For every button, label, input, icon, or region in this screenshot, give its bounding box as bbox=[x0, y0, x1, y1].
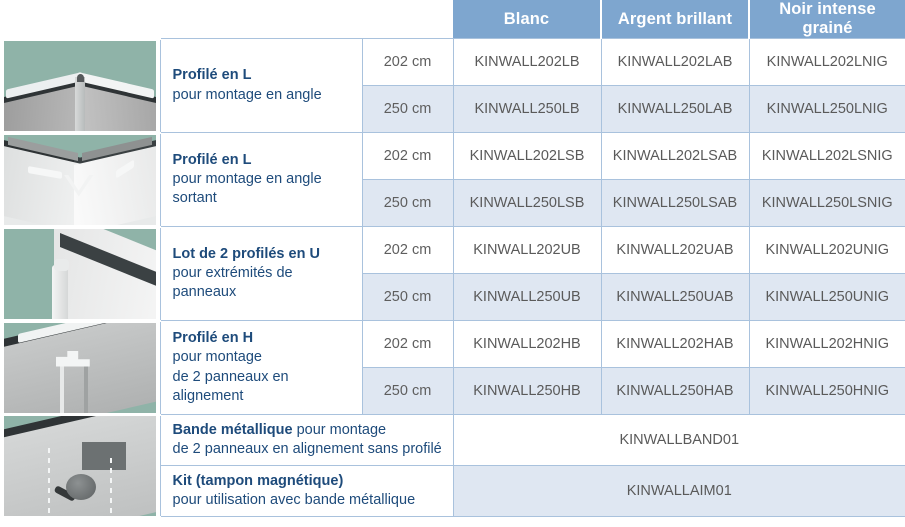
code-cell-argent: KINWALL202LSAB bbox=[601, 132, 750, 180]
product-title: Profilé en L bbox=[172, 151, 252, 168]
profile-l-outer-corner-photo bbox=[3, 134, 156, 225]
accessory-title-bold: Bande métallique bbox=[172, 421, 293, 438]
column-header-blanc: Blanc bbox=[453, 0, 602, 39]
product-title: Profilé en H bbox=[172, 330, 254, 347]
code-cell-argent: KINWALL250LAB bbox=[601, 85, 750, 133]
metallic-band-magnet-photo bbox=[3, 415, 156, 516]
size-cell: 250 cm bbox=[362, 273, 454, 321]
code-cell-blanc: KINWALL202LSB bbox=[453, 132, 602, 180]
product-title: Profilé en L bbox=[172, 67, 252, 84]
code-cell-argent: KINWALL250LSAB bbox=[601, 179, 750, 227]
table-row: Lot de 2 profilés en U pour extrémités d… bbox=[0, 225, 905, 322]
size-cell: 250 cm bbox=[362, 85, 454, 133]
table-row: Profilé en H pour montage de 2 panneaux … bbox=[0, 319, 905, 416]
column-header-argent-brillant: Argent brillant bbox=[601, 0, 750, 39]
size-cell: 202 cm bbox=[362, 38, 454, 86]
accessory-subtitle: pour utilisation avec bande métallique bbox=[172, 492, 416, 508]
product-description-cell: Profilé en H pour montage de 2 panneaux … bbox=[159, 320, 363, 415]
code-cell-blanc: KINWALL202LB bbox=[453, 38, 602, 86]
product-description-cell: Profilé en L pour montage en angle bbox=[159, 38, 363, 133]
accessory-code-cell: KINWALLAIM01 bbox=[453, 465, 905, 517]
code-cell-argent: KINWALL250HAB bbox=[601, 367, 750, 415]
code-cell-blanc: KINWALL250UB bbox=[453, 273, 602, 321]
profile-h-alignment-photo bbox=[3, 322, 156, 413]
header-spacer-image bbox=[0, 0, 160, 39]
product-subtitle-line-2: de 2 panneaux en alignement bbox=[172, 368, 289, 404]
code-cell-argent: KINWALL202UAB bbox=[601, 226, 750, 274]
header-spacer-description bbox=[160, 0, 362, 39]
code-cell-noir: KINWALL202UNIG bbox=[749, 226, 905, 274]
table-row: Bande métallique pour montage de 2 panne… bbox=[0, 413, 905, 518]
product-description-cell: Profilé en L pour montage en angle sorta… bbox=[159, 132, 363, 227]
accessory-description-cell: Kit (tampon magnétique) pour utilisation… bbox=[159, 465, 454, 517]
product-title: Lot de 2 profilés en U bbox=[172, 245, 320, 262]
product-subtitle: pour montage en angle bbox=[172, 86, 322, 103]
code-cell-blanc: KINWALL250LSB bbox=[453, 179, 602, 227]
product-subtitle: pour montage en angle sortant bbox=[172, 170, 322, 207]
table-body: Profilé en L pour montage en angle 202 c… bbox=[0, 37, 905, 518]
size-cell: 202 cm bbox=[362, 320, 454, 368]
table-row: Profilé en L pour montage en angle sorta… bbox=[0, 131, 905, 228]
profile-l-inner-corner-photo bbox=[3, 40, 156, 131]
product-image-cell bbox=[0, 37, 160, 134]
table-row: Profilé en L pour montage en angle 202 c… bbox=[0, 37, 905, 134]
product-image-cell bbox=[0, 319, 160, 416]
product-image-cell bbox=[0, 131, 160, 228]
table-row: 250 cm KINWALL250LSB KINWALL250LSAB KINW… bbox=[0, 179, 905, 227]
accessory-subtitle: de 2 panneaux en alignement sans profilé bbox=[172, 441, 442, 457]
size-cell: 250 cm bbox=[362, 179, 454, 227]
accessory-code-cell: KINWALLBAND01 bbox=[453, 414, 905, 466]
size-cell: 250 cm bbox=[362, 367, 454, 415]
code-cell-noir: KINWALL202LNIG bbox=[749, 38, 905, 86]
header-spacer-size bbox=[362, 0, 453, 39]
accessory-description-cell: Bande métallique pour montage de 2 panne… bbox=[159, 414, 454, 466]
column-header-noir-intense-graine: Noir intense grainé bbox=[749, 0, 905, 39]
product-description-cell: Lot de 2 profilés en U pour extrémités d… bbox=[159, 226, 363, 321]
profile-u-panel-end-photo bbox=[3, 228, 156, 319]
code-cell-noir: KINWALL202LSNIG bbox=[749, 132, 905, 180]
code-cell-argent: KINWALL202HAB bbox=[601, 320, 750, 368]
code-cell-noir: KINWALL202HNIG bbox=[749, 320, 905, 368]
code-cell-argent: KINWALL250UAB bbox=[601, 273, 750, 321]
code-cell-blanc: KINWALL202HB bbox=[453, 320, 602, 368]
code-cell-noir: KINWALL250LSNIG bbox=[749, 179, 905, 227]
product-image-cell bbox=[0, 413, 160, 518]
table-row: Kit (tampon magnétique) pour utilisation… bbox=[0, 465, 905, 517]
code-cell-noir: KINWALL250UNIG bbox=[749, 273, 905, 321]
code-cell-noir: KINWALL250HNIG bbox=[749, 367, 905, 415]
accessory-title-bold: Kit (tampon magnétique) bbox=[172, 472, 344, 489]
accessory-title-line: Bande métallique pour montage bbox=[173, 421, 443, 440]
table-header: Blanc Argent brillant Noir intense grain… bbox=[0, 0, 905, 39]
size-cell: 202 cm bbox=[362, 226, 454, 274]
code-cell-blanc: KINWALL250HB bbox=[453, 367, 602, 415]
size-cell: 202 cm bbox=[362, 132, 454, 180]
table-row: 250 cm KINWALL250UB KINWALL250UAB KINWAL… bbox=[0, 273, 905, 321]
accessory-title-line: Kit (tampon magnétique) bbox=[173, 472, 443, 491]
code-cell-blanc: KINWALL250LB bbox=[453, 85, 602, 133]
code-cell-noir: KINWALL250LNIG bbox=[749, 85, 905, 133]
product-subtitle: pour extrémités de panneaux bbox=[172, 264, 293, 301]
product-subtitle-line-1: pour montage bbox=[172, 349, 262, 366]
product-image-cell bbox=[0, 225, 160, 322]
code-cell-argent: KINWALL202LAB bbox=[601, 38, 750, 86]
accessory-title-rest: pour montage bbox=[292, 421, 387, 438]
code-cell-blanc: KINWALL202UB bbox=[453, 226, 602, 274]
